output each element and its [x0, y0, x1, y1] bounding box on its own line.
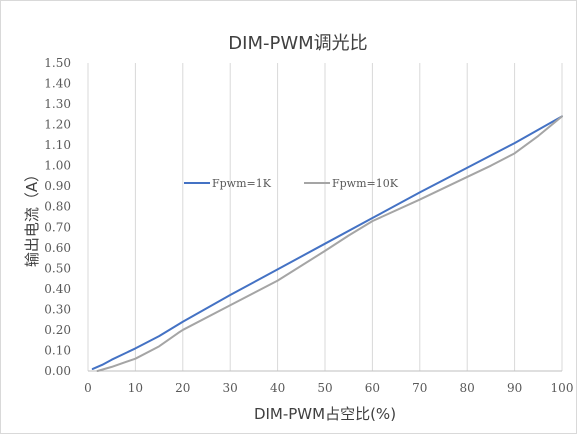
x-tick-label: 10	[128, 381, 143, 395]
x-axis-ticks: 0 10 20 30 40 50 60 70 80 90 100	[84, 381, 573, 395]
y-tick-label: 1.30	[44, 97, 71, 111]
series-line-fpwm-1k	[91, 115, 563, 370]
y-axis-title: 输出电流（A）	[23, 167, 41, 267]
x-tick-label: 50	[317, 381, 332, 395]
grid-lines	[87, 63, 563, 371]
y-tick-label: 1.00	[44, 159, 71, 173]
y-tick-label: 0.20	[44, 323, 71, 337]
y-tick-label: 0.60	[44, 241, 71, 255]
x-tick-label: 70	[412, 381, 427, 395]
x-tick-label: 30	[223, 381, 238, 395]
y-tick-label: 0.90	[44, 179, 71, 193]
x-tick-label: 100	[551, 381, 574, 395]
legend-label-fpwm-1k: Fpwm=1K	[212, 177, 272, 190]
y-tick-label: 0.40	[44, 282, 71, 296]
y-tick-label: 1.50	[44, 56, 71, 70]
x-tick-label: 80	[460, 381, 475, 395]
y-tick-label: 0.50	[44, 261, 71, 275]
x-tick-label: 20	[175, 381, 190, 395]
y-tick-label: 0.00	[44, 364, 71, 378]
y-tick-label: 0.10	[44, 343, 71, 357]
y-tick-label: 1.40	[44, 77, 71, 91]
chart-title: DIM-PWM调光比	[228, 33, 367, 54]
series-lines	[91, 115, 563, 372]
y-axis-ticks: 0.00 0.10 0.20 0.30 0.40 0.50 0.60 0.70 0.80 0.90…	[44, 56, 71, 378]
x-tick-label: 60	[365, 381, 380, 395]
y-tick-label: 0.70	[44, 220, 71, 234]
y-tick-label: 0.80	[44, 200, 71, 214]
legend-label-fpwm-10k: Fpwm=10K	[332, 177, 399, 190]
series-line-fpwm-10k	[96, 115, 563, 372]
legend: Fpwm=1K Fpwm=10K	[184, 177, 399, 190]
x-tick-label: 90	[507, 381, 522, 395]
x-axis-title: DIM-PWM占空比(%)	[254, 405, 396, 423]
y-tick-label: 1.20	[44, 118, 71, 132]
y-tick-label: 0.30	[44, 302, 71, 316]
y-tick-label: 1.10	[44, 138, 71, 152]
x-tick-label: 40	[270, 381, 285, 395]
x-tick-label: 0	[84, 381, 92, 395]
